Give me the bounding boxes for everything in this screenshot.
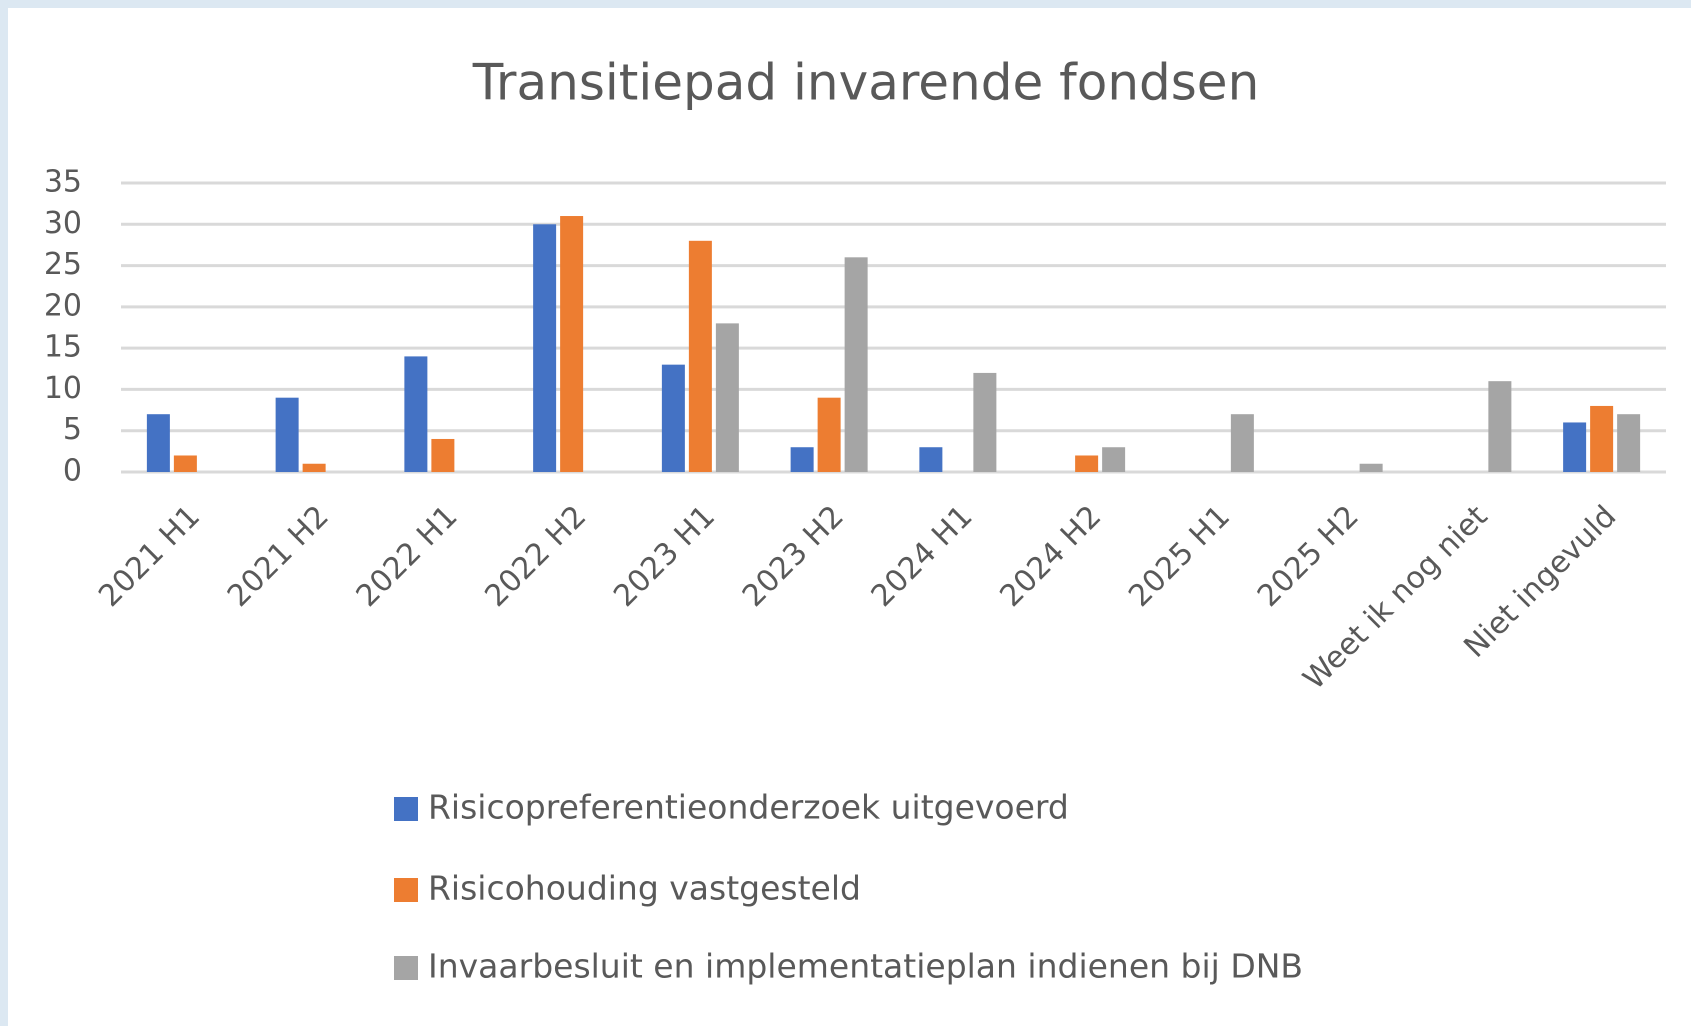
y-tick-label: 15 <box>44 330 82 365</box>
legend-swatch <box>394 797 418 821</box>
legend-swatch <box>394 956 418 980</box>
bar <box>173 455 197 472</box>
bar <box>560 216 584 472</box>
bar <box>1102 447 1126 472</box>
y-tick-label: 35 <box>44 165 82 200</box>
bar <box>533 224 557 472</box>
legend-label: Invaarbesluit en implementatieplan indie… <box>428 947 1303 986</box>
chart-area <box>8 8 1691 1026</box>
legend-label: Risicopreferentieonderzoek uitgevoerd <box>428 788 1069 827</box>
y-tick-label: 10 <box>44 371 82 406</box>
bar <box>1590 405 1614 472</box>
legend-label: Risicohouding vastgesteld <box>428 869 861 908</box>
bar <box>146 414 170 472</box>
legend-swatch <box>394 878 418 902</box>
bar <box>817 397 841 472</box>
bar <box>1563 422 1587 472</box>
bar <box>1488 381 1512 472</box>
y-tick-label: 0 <box>63 454 82 489</box>
bar <box>919 447 943 472</box>
bar <box>275 397 299 472</box>
chart-title: Transitiepad invarende fondsen <box>472 54 1260 112</box>
bar <box>404 356 428 472</box>
y-tick-label: 20 <box>44 288 82 323</box>
bar <box>1617 414 1641 472</box>
y-tick-label: 30 <box>44 206 82 241</box>
bar <box>1075 455 1099 472</box>
bar <box>790 447 814 472</box>
bar <box>973 372 997 472</box>
y-tick-label: 5 <box>63 412 82 447</box>
bar <box>431 438 455 472</box>
y-tick-label: 25 <box>44 247 82 282</box>
bar <box>844 257 868 472</box>
bar <box>302 463 326 472</box>
bar <box>1230 414 1254 472</box>
bar <box>661 364 685 472</box>
bar <box>1359 463 1383 472</box>
bar <box>688 240 712 472</box>
bar <box>715 323 739 472</box>
